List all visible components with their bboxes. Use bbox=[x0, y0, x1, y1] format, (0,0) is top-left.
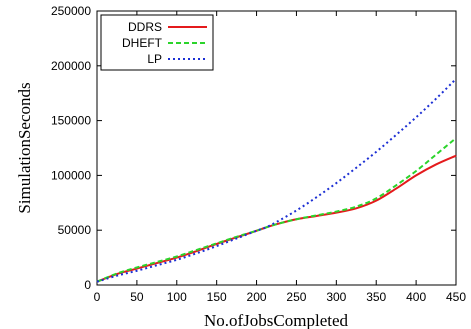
x-tick-label: 200 bbox=[247, 290, 267, 304]
legend-label-dheft: DHEFT bbox=[122, 36, 163, 50]
plot-frame bbox=[96, 10, 457, 286]
y-axis-title: SimulationSeconds bbox=[15, 82, 34, 213]
x-axis-title: No.ofJobsCompleted bbox=[204, 311, 349, 329]
x-tick-label: 350 bbox=[366, 290, 386, 304]
x-tick-label: 150 bbox=[207, 290, 227, 304]
x-tick-label: 100 bbox=[167, 290, 187, 304]
x-tick-label: 0 bbox=[94, 290, 101, 304]
legend: DDRS DHEFT LP bbox=[100, 14, 214, 71]
series-layer bbox=[96, 78, 457, 283]
x-tick-label: 50 bbox=[130, 290, 144, 304]
x-tick-label: 250 bbox=[286, 290, 306, 304]
y-tick-label: 200000 bbox=[51, 59, 91, 73]
series-line-dheft bbox=[96, 137, 457, 283]
y-tick-label: 50000 bbox=[58, 223, 92, 237]
legend-label-lp: LP bbox=[147, 52, 162, 66]
y-tick-label: 250000 bbox=[51, 4, 91, 18]
y-tick-label: 100000 bbox=[51, 168, 91, 182]
x-tick-label: 450 bbox=[446, 290, 466, 304]
x-tick-label: 400 bbox=[406, 290, 426, 304]
legend-label-ddrs: DDRS bbox=[128, 20, 162, 34]
y-tick-label: 0 bbox=[84, 278, 91, 292]
x-tick-label: 300 bbox=[326, 290, 346, 304]
y-tick-label: 150000 bbox=[51, 114, 91, 128]
series-line-lp bbox=[96, 78, 457, 283]
axis-ticks: 0 50 100 150 200 250 300 350 400 450 0 50000 100000 1… bbox=[51, 4, 466, 304]
